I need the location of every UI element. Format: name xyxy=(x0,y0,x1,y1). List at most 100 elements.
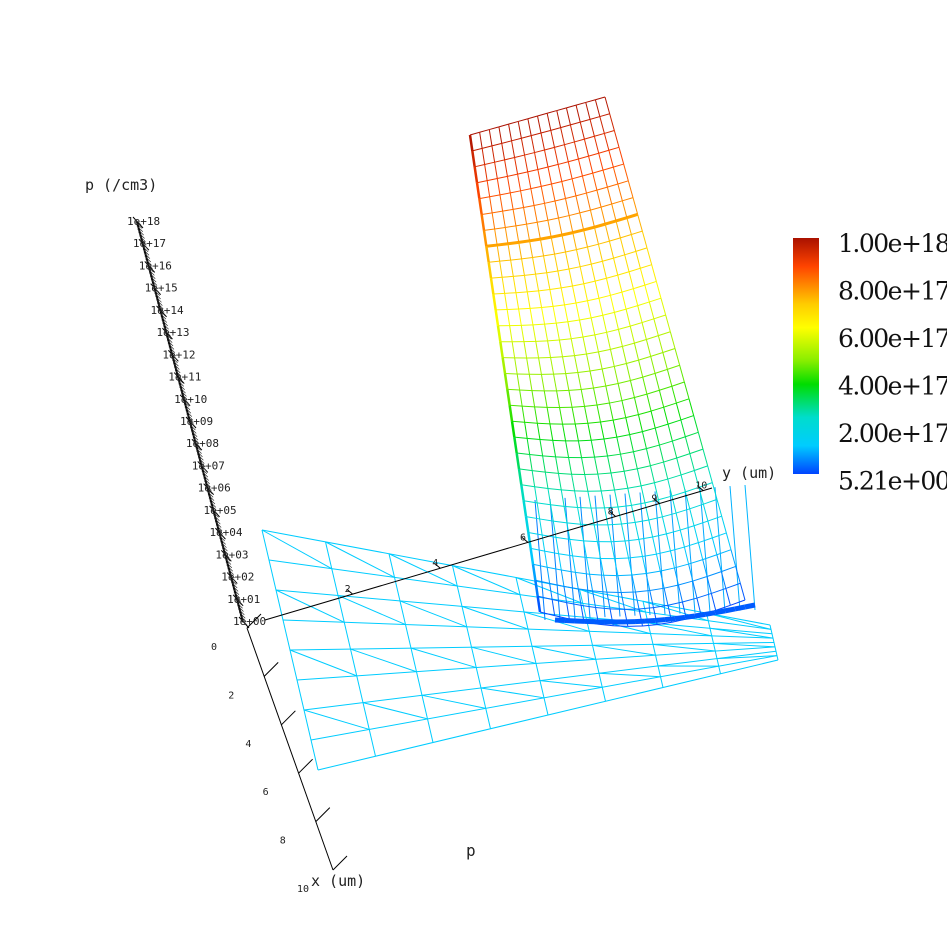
mesh-line xyxy=(511,137,522,142)
mesh-line xyxy=(675,512,681,531)
mesh-line xyxy=(550,357,555,375)
mesh-line xyxy=(671,381,685,387)
mesh-line xyxy=(595,607,611,610)
mesh-line xyxy=(616,434,630,438)
z-axis-hatch xyxy=(238,608,245,616)
z-axis-hatch xyxy=(228,571,235,579)
mesh-line xyxy=(476,180,488,184)
mesh-line xyxy=(586,246,592,265)
mesh-line xyxy=(554,253,559,272)
mesh-line xyxy=(528,374,533,391)
z-axis-hatch xyxy=(236,601,243,609)
mesh-line xyxy=(600,203,612,208)
mesh-line xyxy=(523,341,528,359)
y-tick-label: 6 xyxy=(520,532,526,543)
mesh-line xyxy=(593,136,600,154)
x-axis-line xyxy=(246,627,334,871)
mesh-line xyxy=(628,557,633,576)
z-tick-mark xyxy=(156,305,167,318)
mesh-line xyxy=(544,203,549,221)
mesh-line xyxy=(589,574,594,591)
mesh-line xyxy=(625,414,639,419)
mesh-line xyxy=(577,440,583,458)
mesh-line xyxy=(652,643,716,652)
mesh-line xyxy=(714,608,726,616)
mesh-line xyxy=(541,183,552,187)
mesh-line xyxy=(629,431,643,436)
mesh-line xyxy=(317,659,779,771)
mesh-line xyxy=(492,210,503,214)
mesh-line xyxy=(684,436,691,454)
mesh-line xyxy=(527,437,540,441)
z-tick-label: 1e+12 xyxy=(162,348,195,361)
mesh-line xyxy=(530,188,535,206)
mesh-line xyxy=(532,563,548,568)
mesh-line xyxy=(720,571,727,589)
mesh-line xyxy=(452,565,521,596)
mesh-line xyxy=(579,266,585,284)
mesh-line xyxy=(641,318,655,324)
mesh-line xyxy=(658,444,665,463)
mesh-line xyxy=(551,599,556,616)
mesh-line xyxy=(646,389,660,395)
mesh-line xyxy=(569,539,574,556)
mesh-line xyxy=(653,604,669,609)
mesh-line xyxy=(706,612,772,630)
mesh-line xyxy=(729,486,741,611)
mesh-line xyxy=(636,468,642,486)
mesh-line xyxy=(562,424,567,441)
mesh-line xyxy=(579,212,585,231)
mesh-line xyxy=(642,624,658,627)
mesh-line xyxy=(521,484,535,488)
mesh-line xyxy=(693,520,709,527)
mesh-line xyxy=(539,439,544,456)
mesh-line xyxy=(688,398,695,416)
mesh-line xyxy=(704,610,716,617)
mesh-line xyxy=(523,500,538,504)
mesh-line xyxy=(580,263,592,268)
mesh-line xyxy=(504,156,515,161)
mesh-line xyxy=(626,217,632,235)
mesh-line xyxy=(707,520,713,539)
mesh-line xyxy=(628,271,634,289)
z-tick-mark xyxy=(220,549,232,562)
z-axis-hatch xyxy=(230,578,237,585)
mesh-line xyxy=(558,553,573,557)
mesh-line xyxy=(769,624,779,661)
mesh-line xyxy=(594,334,599,353)
mesh-line xyxy=(337,595,406,625)
mesh-line xyxy=(553,147,559,165)
z-axis-hatch xyxy=(153,289,160,296)
mesh-line xyxy=(524,421,538,424)
mesh-line xyxy=(631,574,636,593)
x-tick-mark xyxy=(246,613,262,629)
mesh-line xyxy=(689,448,704,455)
mesh-line xyxy=(706,576,712,594)
mesh-line xyxy=(561,234,566,253)
mesh-line xyxy=(606,332,611,350)
mesh-line xyxy=(609,113,615,131)
mesh-line xyxy=(534,152,539,170)
mesh-line xyxy=(711,587,727,594)
mesh-line xyxy=(597,351,603,370)
z-axis-hatch xyxy=(146,262,153,269)
mesh-line xyxy=(549,582,565,587)
mesh-line xyxy=(512,276,517,293)
mesh-line xyxy=(474,164,485,168)
mesh-line xyxy=(582,334,595,338)
y-tick-mark xyxy=(696,485,704,491)
mesh-line xyxy=(529,453,543,457)
mesh-line xyxy=(680,419,686,437)
mesh-line xyxy=(560,489,565,507)
mesh-line xyxy=(587,243,599,248)
mesh-line xyxy=(657,621,672,626)
z-tick-mark xyxy=(132,216,144,229)
z-axis-hatch xyxy=(168,346,176,353)
z-axis-hatch xyxy=(165,333,172,340)
mesh-line xyxy=(637,465,651,470)
mesh-line xyxy=(564,304,569,322)
mesh-line xyxy=(579,317,592,321)
mesh-line xyxy=(620,592,626,610)
mesh-line xyxy=(621,400,627,418)
mesh-line xyxy=(663,588,669,606)
